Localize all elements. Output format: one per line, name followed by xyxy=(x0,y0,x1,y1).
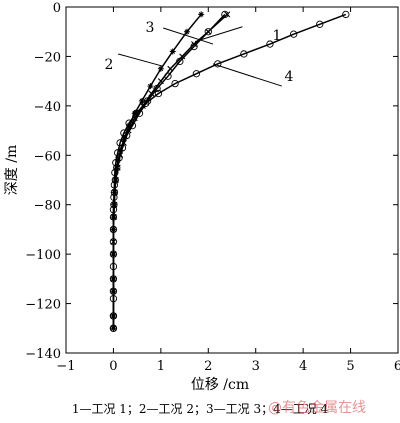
data-point xyxy=(125,119,133,127)
data-point xyxy=(109,312,118,320)
annotation-label-4: 4 xyxy=(285,69,294,85)
data-point xyxy=(111,168,119,177)
data-point xyxy=(192,70,201,78)
x-tick-label: 0 xyxy=(109,359,117,374)
data-point xyxy=(116,139,124,147)
data-point xyxy=(198,11,205,18)
data-point xyxy=(157,65,164,72)
data-point xyxy=(342,10,350,19)
chart-svg: −1 0 1 2 3 4 5 6 0 −20 −40 −60 −80 −100 −120 −140 位移 /cm… xyxy=(4,1,400,393)
data-point xyxy=(114,149,122,157)
data-point xyxy=(142,99,150,108)
data-point xyxy=(266,40,274,48)
data-point xyxy=(148,90,155,97)
annotation-label-1: 1 xyxy=(273,28,282,44)
data-point xyxy=(109,275,118,283)
data-point xyxy=(110,181,119,189)
data-point xyxy=(171,79,179,88)
x-tick-label: 1 xyxy=(157,359,165,374)
y-tick-label: −140 xyxy=(25,347,61,362)
data-point xyxy=(143,97,152,105)
annotation-leader xyxy=(163,27,214,45)
series-line-4 xyxy=(112,13,347,329)
x-tick-label: 2 xyxy=(204,359,212,374)
data-point xyxy=(153,84,161,93)
data-point xyxy=(316,20,324,28)
data-point xyxy=(138,97,145,104)
x-tick-label: 4 xyxy=(299,359,307,374)
y-tick-label: 0 xyxy=(53,1,61,16)
x-tick-label: −1 xyxy=(56,359,75,374)
data-point xyxy=(154,89,163,98)
data-point xyxy=(115,154,123,162)
data-point xyxy=(169,48,176,55)
data-point xyxy=(109,225,118,234)
data-point xyxy=(204,28,212,36)
y-tick-label: −120 xyxy=(25,298,61,313)
y-tick-label: −100 xyxy=(25,248,61,263)
plot-frame xyxy=(65,6,399,354)
y-tick-label: −60 xyxy=(34,149,61,164)
data-point xyxy=(113,163,121,172)
data-point xyxy=(221,10,229,19)
annotation-leader xyxy=(212,63,282,87)
data-point xyxy=(109,324,118,332)
annotation-leader xyxy=(118,53,164,67)
data-point xyxy=(110,325,117,332)
watermark-text: @有色金属在线 xyxy=(268,400,366,416)
data-point xyxy=(164,72,172,80)
data-point xyxy=(290,30,298,38)
annotation-label-2: 2 xyxy=(105,57,114,73)
data-point xyxy=(147,83,154,90)
data-point xyxy=(109,294,118,303)
x-tick-label: 6 xyxy=(394,359,400,374)
data-point xyxy=(224,11,231,18)
y-tick-label: −80 xyxy=(34,199,61,214)
data-point xyxy=(132,109,140,117)
annotation-label-3: 3 xyxy=(146,20,155,36)
x-tick-label: 5 xyxy=(346,359,354,374)
data-point xyxy=(183,28,190,35)
data-point xyxy=(112,159,120,167)
figure-caption: 1—工况 1；2—工况 2；3—工况 3；4—工况 4 xyxy=(71,402,329,416)
x-tick-label: 3 xyxy=(252,359,260,374)
y-tick-label: −40 xyxy=(34,100,61,115)
data-point xyxy=(110,193,118,201)
y-tick-label: −20 xyxy=(34,50,61,65)
data-point xyxy=(176,57,184,66)
data-point xyxy=(240,50,248,58)
data-point xyxy=(109,206,118,214)
annotation-leader xyxy=(194,26,243,43)
y-axis-title: 深度 /m xyxy=(4,145,20,195)
data-point xyxy=(190,42,198,51)
data-point xyxy=(120,129,128,137)
series-line-1 xyxy=(112,13,228,329)
data-point xyxy=(109,250,118,258)
series-line-3 xyxy=(112,13,226,329)
x-axis-title: 位移 /cm xyxy=(191,377,249,393)
data-point xyxy=(131,110,138,117)
series-line-2 xyxy=(112,13,202,329)
